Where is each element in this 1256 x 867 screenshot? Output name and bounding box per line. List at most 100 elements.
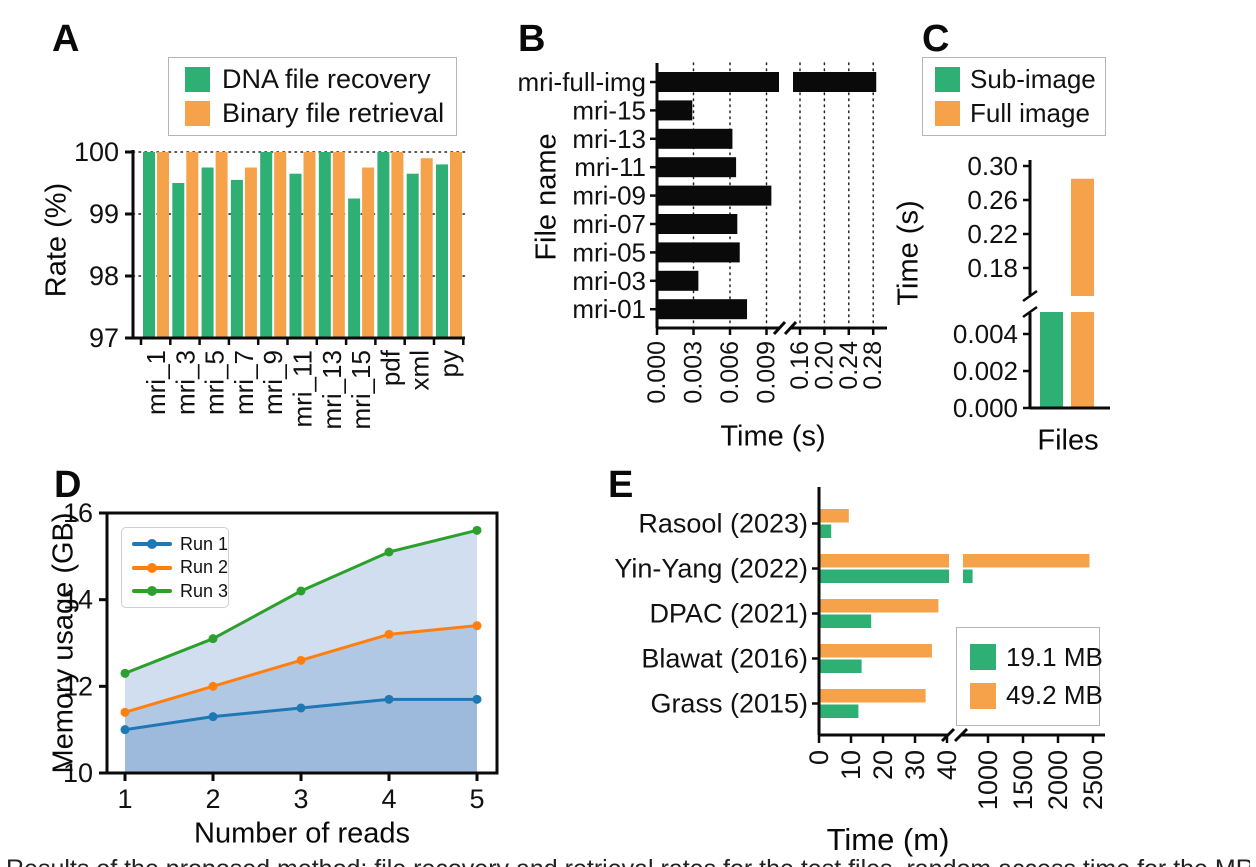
legend-panel-c: Sub-image Full image <box>922 57 1106 136</box>
legend-swatch-green <box>970 644 996 671</box>
bar-dna-recovery <box>143 152 155 338</box>
bar-dna-recovery <box>406 173 419 338</box>
legend-label: Run 3 <box>180 580 229 601</box>
xtick-b: 0.009 <box>753 341 781 404</box>
ytick-c: 0.26 <box>967 185 1018 215</box>
ytick-b: mri-05 <box>572 237 646 267</box>
ytick-a: 98 <box>89 261 119 291</box>
xtick-a: py <box>434 350 464 377</box>
xtick-e: 1500 <box>1008 750 1038 810</box>
point-run2 <box>296 655 306 665</box>
xtick-a: mri_7 <box>229 350 259 415</box>
bar-49mb <box>820 644 932 658</box>
bar-49mb <box>820 599 939 613</box>
bar-binary-retrieval <box>303 152 316 338</box>
panel-label-d: D <box>54 464 82 506</box>
legend-item: Sub-image <box>923 64 1105 95</box>
bar-dna-recovery <box>260 152 273 338</box>
panel-c-ylabel: Time (s) <box>892 200 925 306</box>
xtick-a: mri_3 <box>170 350 200 415</box>
xtick-e: 40 <box>932 750 962 780</box>
panel-b-xlabel: Time (s) <box>720 420 826 453</box>
xtick-b: 0.20 <box>810 341 838 390</box>
xtick-e: 1000 <box>973 750 1003 810</box>
legend-item: Binary file retrieval <box>169 98 456 129</box>
ytick-e: DPAC (2021) <box>649 599 808 629</box>
xtick-b: 0.003 <box>680 341 708 404</box>
ytick-c: 0.22 <box>967 219 1018 249</box>
bar-binary-retrieval <box>274 152 287 338</box>
bar-dna-recovery <box>348 198 361 338</box>
xtick-a: mri_13 <box>317 350 347 429</box>
xtick-e: 2000 <box>1043 750 1073 810</box>
bar <box>657 185 772 206</box>
bar-49mb <box>820 689 926 703</box>
bar-full-image <box>1071 178 1094 296</box>
bar-dna-recovery <box>318 152 331 338</box>
xtick-a: mri_5 <box>200 350 230 415</box>
point-run3 <box>208 634 218 644</box>
legend-item: Run 3 <box>122 581 228 602</box>
ytick-a: 97 <box>89 323 119 353</box>
ytick-d: 14 <box>63 585 93 615</box>
bar-binary-retrieval <box>186 152 199 338</box>
panel-label-c: C <box>922 18 950 60</box>
legend-label: 19.1 MB <box>1006 641 1103 672</box>
ytick-e: Rasool (2023) <box>638 509 808 539</box>
ytick-b: mri-11 <box>574 152 646 182</box>
legend-item: 19.1 MB <box>957 642 1103 673</box>
bar-binary-retrieval <box>244 167 257 338</box>
bar <box>657 128 733 149</box>
legend-label: Binary file retrieval <box>222 97 445 128</box>
bar-19mb <box>820 524 832 538</box>
legend-panel-e: 19.1 MB 49.2 MB <box>956 627 1103 726</box>
bar-49mb <box>963 554 1090 568</box>
xtick-d: 2 <box>205 784 220 814</box>
xtick-b: 0.28 <box>859 341 887 390</box>
panel-d-xlabel: Number of reads <box>194 817 410 850</box>
xtick-a: pdf <box>375 349 405 386</box>
panel-a-ylabel: Rate (%) <box>40 182 73 298</box>
legend-label: Full image <box>970 97 1090 128</box>
bar-19mb <box>963 569 973 583</box>
bar-19mb <box>820 569 949 583</box>
point-run1 <box>208 712 218 722</box>
bar-full-image <box>1071 312 1094 408</box>
ytick-d: 16 <box>63 498 93 528</box>
xtick-d: 1 <box>117 784 132 814</box>
axis-break-mark <box>953 727 969 743</box>
xtick-a: xml <box>405 350 435 390</box>
legend-label: 49.2 MB <box>1006 680 1103 711</box>
legend-swatch-green <box>935 67 960 93</box>
axis-break-mark <box>772 320 787 336</box>
ytick-e: Grass (2015) <box>650 689 808 719</box>
bar-19mb <box>820 614 872 628</box>
bar-binary-retrieval <box>157 152 169 338</box>
legend-swatch-green <box>185 67 210 93</box>
point-run3 <box>472 525 482 535</box>
point-run1 <box>472 694 482 704</box>
ytick-a: 99 <box>89 199 119 229</box>
panel-label-e: E <box>608 464 634 506</box>
panel-b-ylabel: File name <box>530 133 563 261</box>
point-run3 <box>120 668 130 678</box>
xtick-e: 10 <box>836 750 866 780</box>
ytick-d: 10 <box>63 758 93 788</box>
bar-dna-recovery <box>289 173 302 338</box>
bar-dna-recovery <box>230 179 243 338</box>
ytick-c: 0.004 <box>953 319 1018 349</box>
ytick-a: 100 <box>74 137 119 167</box>
panel-e-xlabel: Time (m) <box>826 822 950 857</box>
point-run1 <box>296 703 306 713</box>
xtick-b: 0.24 <box>835 341 863 390</box>
point-run2 <box>472 621 482 631</box>
bar-dna-recovery <box>201 167 214 338</box>
legend-item: DNA file recovery <box>169 64 456 95</box>
legend-panel-d: Run 1 Run 2 Run 3 <box>121 527 229 608</box>
bar-dna-recovery <box>436 164 448 338</box>
point-run2 <box>384 629 394 639</box>
point-run2 <box>120 707 130 717</box>
point-run3 <box>384 547 394 557</box>
panel-d-ylabel: Memory usage (GB) <box>47 512 80 774</box>
